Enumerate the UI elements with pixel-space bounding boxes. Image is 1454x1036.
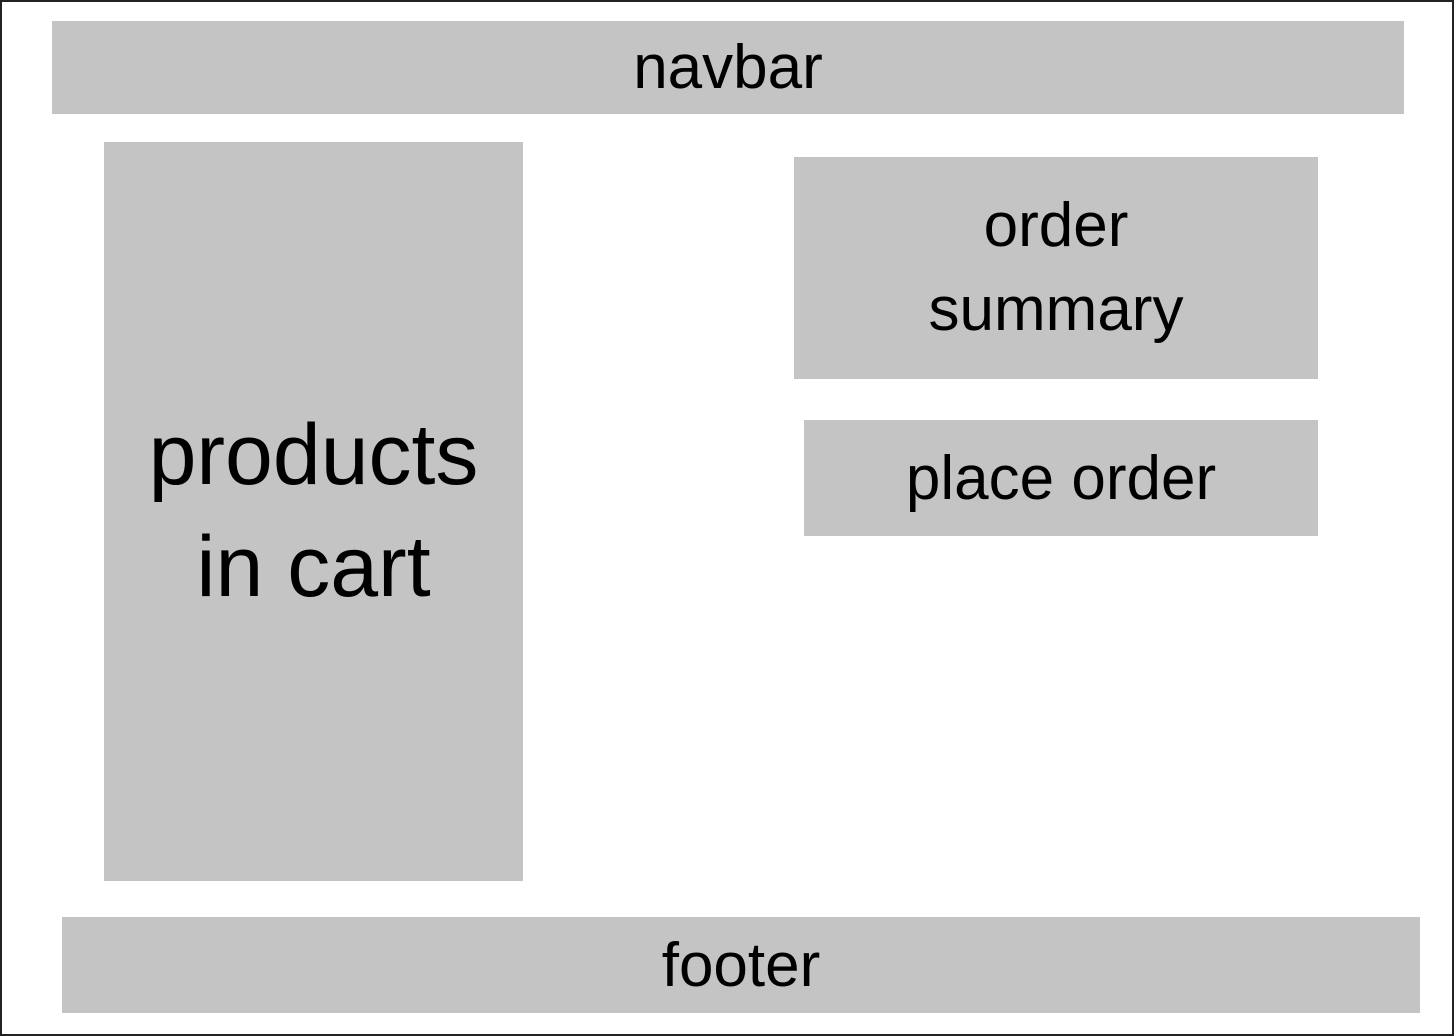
products-line-1: products (148, 406, 479, 503)
products-in-cart-block: products in cart (104, 142, 523, 881)
footer-block: footer (62, 917, 1420, 1013)
footer-label: footer (661, 930, 821, 1000)
place-order-button[interactable]: place order (804, 420, 1318, 536)
products-in-cart-label: products in cart (149, 400, 479, 624)
products-line-2: in cart (196, 518, 431, 615)
navbar-block: navbar (52, 21, 1404, 114)
navbar-label: navbar (633, 33, 823, 102)
order-summary-line-2: summary (928, 275, 1184, 344)
order-summary-block: order summary (794, 157, 1318, 379)
order-summary-label: order summary (929, 184, 1184, 351)
order-summary-line-1: order (983, 191, 1129, 261)
place-order-label: place order (905, 443, 1217, 513)
